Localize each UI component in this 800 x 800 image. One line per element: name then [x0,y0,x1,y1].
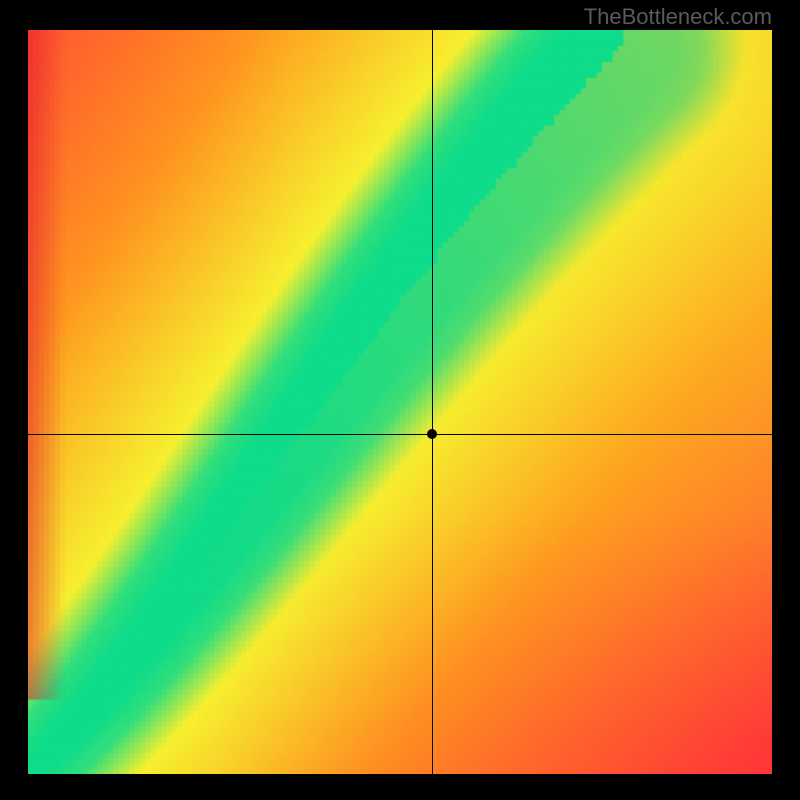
crosshair-marker-dot [427,429,437,439]
heatmap-plot [28,30,772,774]
crosshair-vertical [432,30,433,774]
watermark-text: TheBottleneck.com [584,4,772,30]
crosshair-horizontal [28,434,772,435]
heatmap-canvas [28,30,772,774]
